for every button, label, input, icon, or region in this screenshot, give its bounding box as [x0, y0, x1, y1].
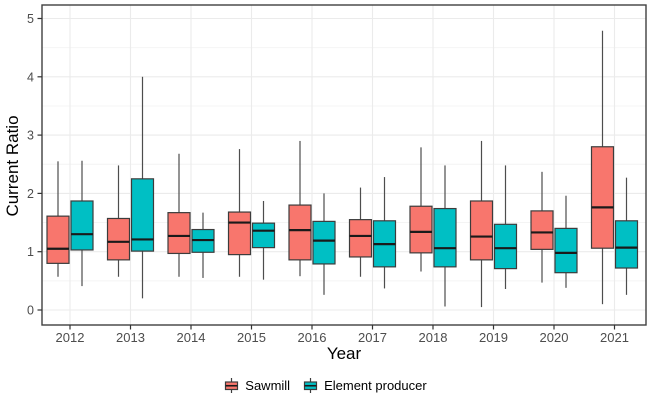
x-tick-label-2012: 2012: [56, 330, 85, 345]
box-2017-sawmill: [348, 219, 373, 258]
box-2018-element-producer: [433, 207, 457, 268]
box-2013-element-producer: [130, 178, 155, 252]
box-2016-sawmill: [288, 204, 312, 261]
box-2015-sawmill: [227, 211, 252, 256]
y-tick-label-0: 0: [27, 304, 34, 318]
x-tick-label-2015: 2015: [237, 330, 266, 345]
y-tick-label-1: 1: [27, 245, 34, 259]
x-tick-label-2017: 2017: [358, 330, 387, 345]
x-tick-label-2019: 2019: [479, 330, 508, 345]
y-tick-label-5: 5: [27, 12, 34, 26]
box-2018-sawmill: [409, 205, 433, 254]
x-tick-label-2018: 2018: [419, 330, 448, 345]
y-axis-title: Current Ratio: [3, 115, 22, 217]
box-2021-sawmill: [590, 146, 615, 249]
y-tick-label-3: 3: [27, 129, 34, 143]
legend-label-sawmill: Sawmill: [245, 377, 291, 393]
legend-item-element-producer: Element producer: [302, 377, 427, 394]
box-2014-sawmill: [167, 212, 191, 255]
legend-label-element-producer: Element producer: [324, 377, 427, 393]
y-tick-label-4: 4: [27, 70, 34, 84]
x-tick-label-2016: 2016: [298, 330, 327, 345]
legend-key-sawmill-icon: [225, 377, 239, 393]
box-2019-element-producer: [493, 223, 518, 270]
box-2020-element-producer: [554, 227, 578, 274]
x-tick-label-2021: 2021: [600, 330, 629, 345]
legend-key-element-producer-icon: [303, 377, 318, 393]
box-2019-sawmill: [469, 200, 494, 261]
box-2012-element-producer: [70, 200, 94, 251]
box-2016-element-producer: [312, 220, 336, 265]
x-tick-label-2014: 2014: [177, 330, 206, 345]
box-2021-element-producer: [614, 220, 639, 269]
legend-item-sawmill: Sawmill: [223, 377, 290, 394]
box-2020-sawmill: [530, 210, 554, 250]
panel-border: [41, 4, 647, 326]
x-tick-label-2013: 2013: [116, 330, 145, 345]
y-tick-label-2: 2: [27, 187, 34, 201]
legend: Sawmill Element producer: [0, 372, 650, 398]
box-2012-sawmill: [46, 215, 70, 264]
x-axis-title: Year: [326, 344, 362, 363]
box-2013-sawmill: [106, 217, 131, 261]
box-2015-element-producer: [251, 222, 276, 249]
x-tick-label-2020: 2020: [540, 330, 569, 345]
